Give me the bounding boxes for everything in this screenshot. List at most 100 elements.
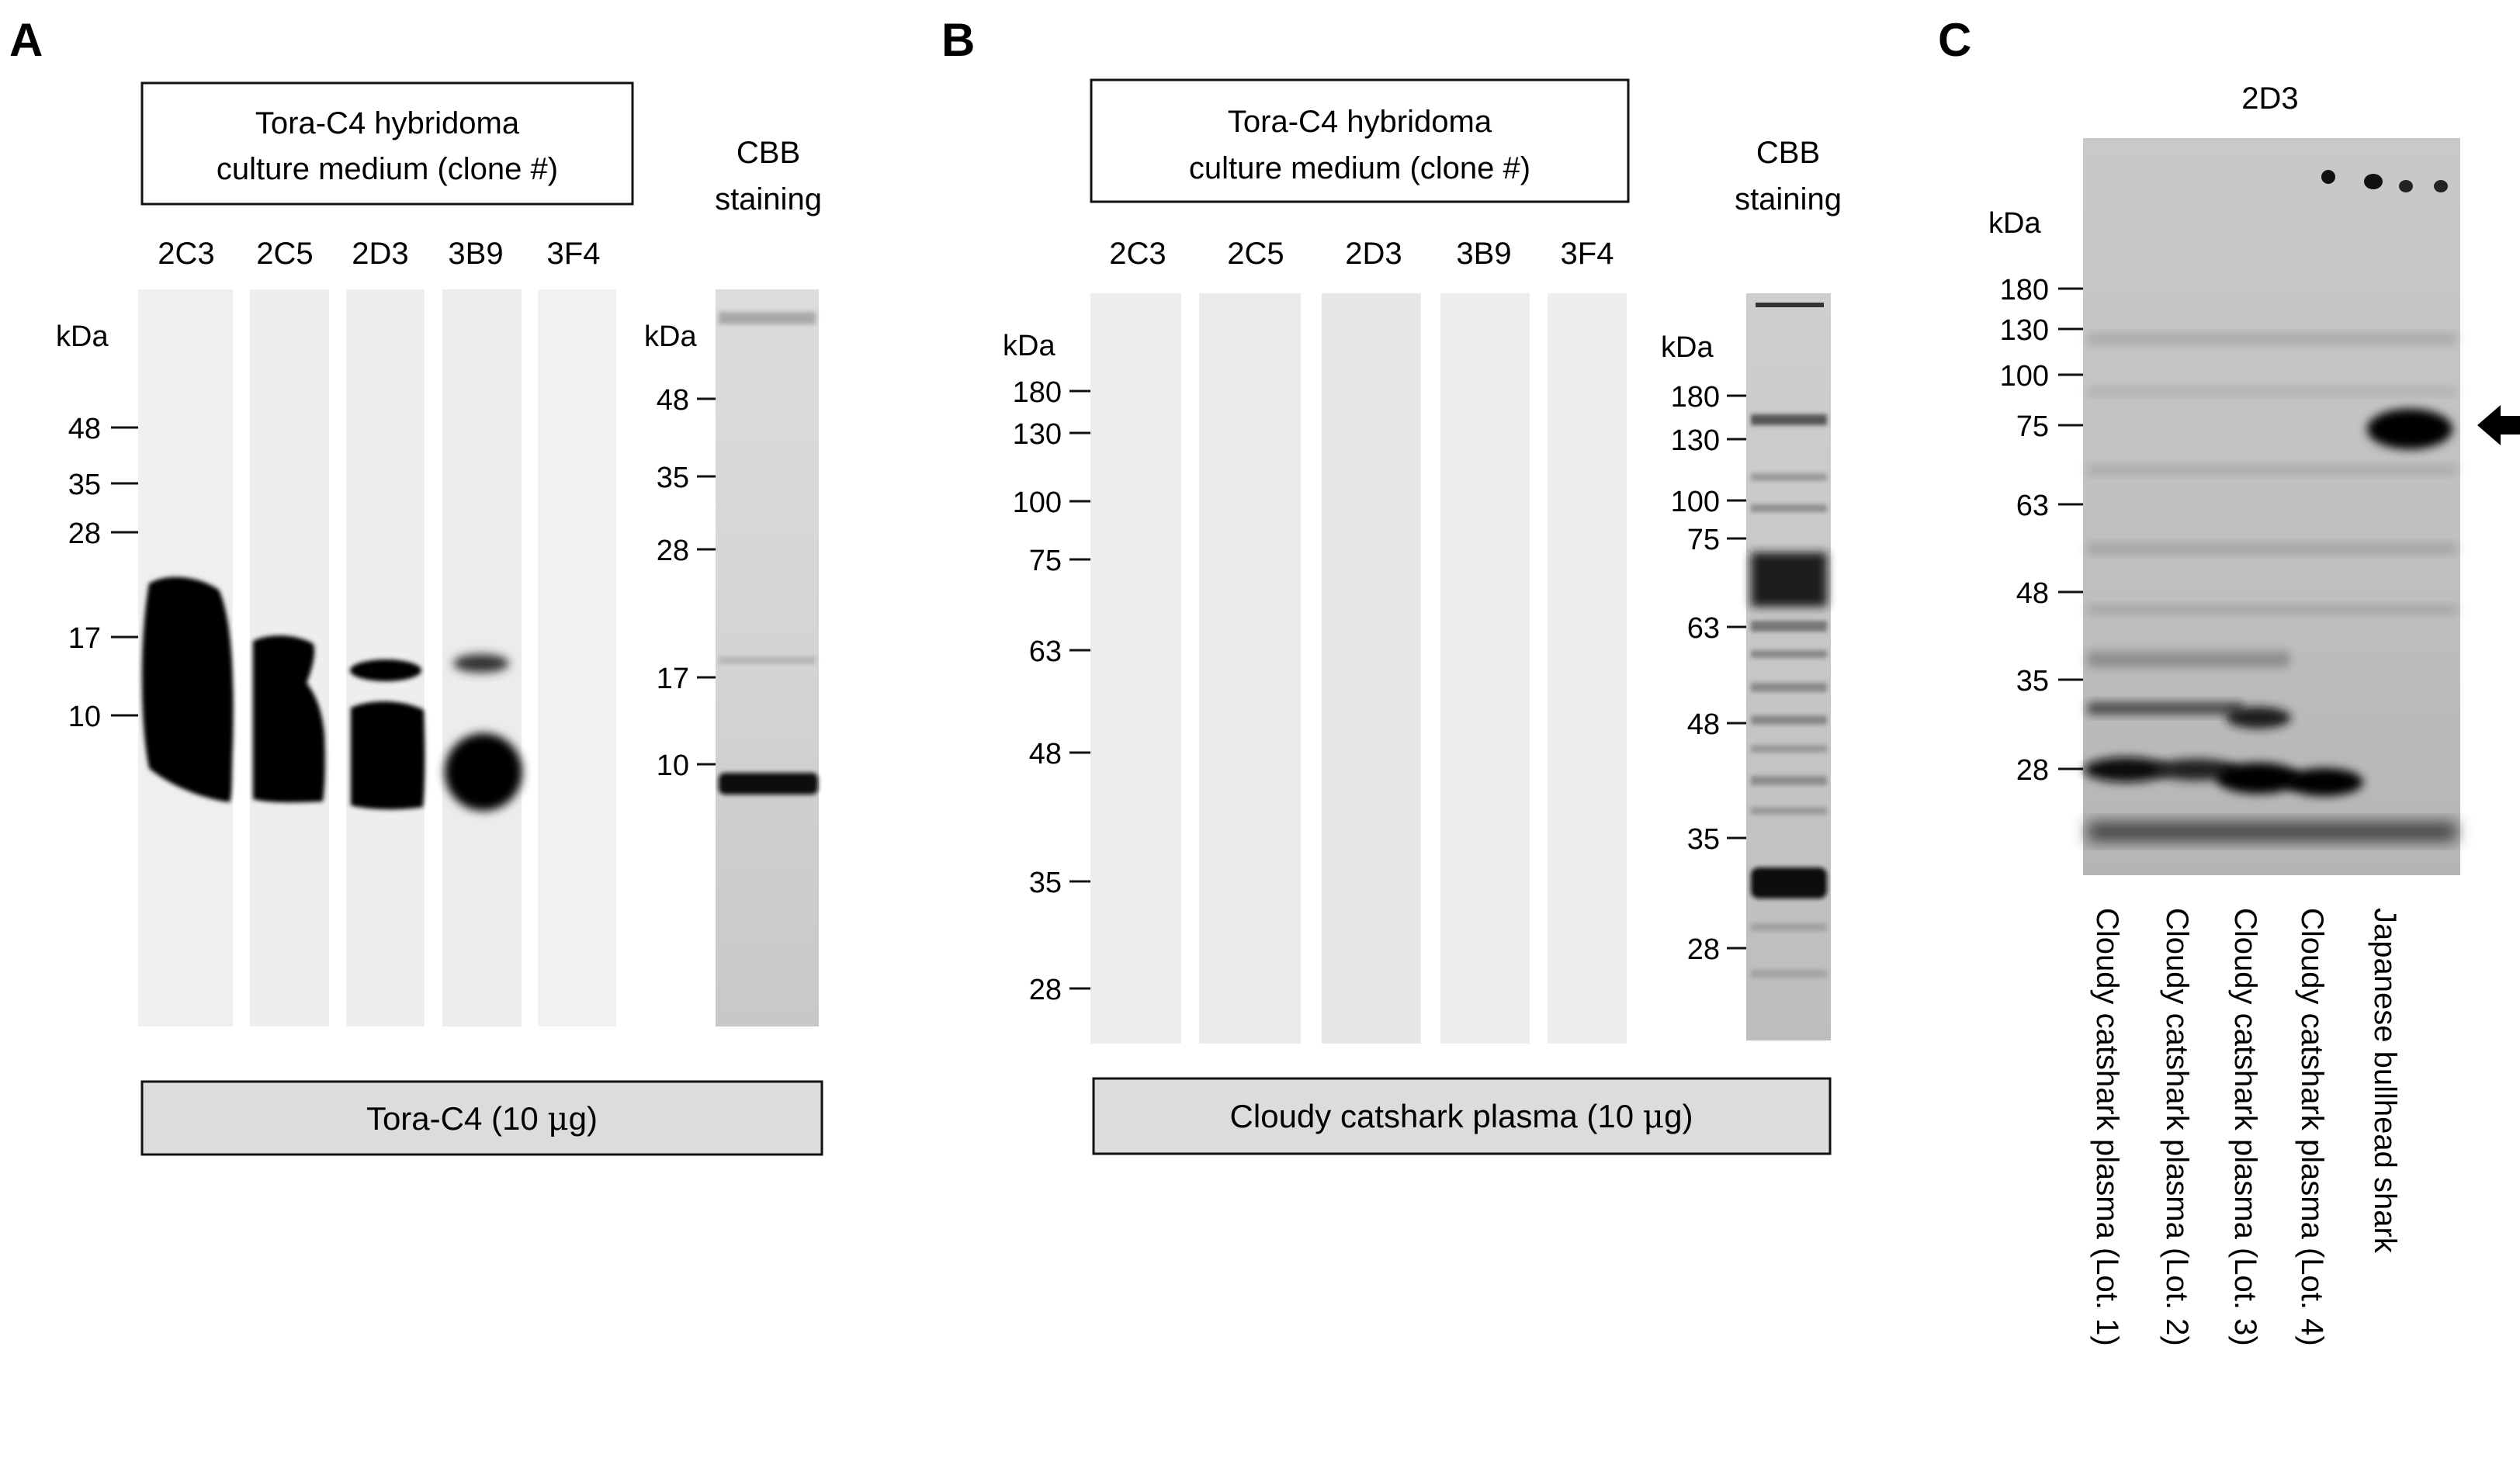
panel-c-marker-label: 75 bbox=[2016, 410, 2049, 443]
panel-b-clone-label: 2D3 bbox=[1345, 237, 1402, 271]
panel-c: C 2D3 kDa 180 130 100 75 63 48 35 28 bbox=[1938, 14, 2520, 1346]
panel-a-band-2c3 bbox=[142, 576, 234, 802]
panel-b-cbb-marker-label: 180 bbox=[1671, 381, 1720, 414]
panel-a-band-2d3-lower bbox=[351, 701, 425, 810]
panel-b-cbb-marker-label: 75 bbox=[1687, 524, 1720, 556]
panel-b-marker-ticks bbox=[1069, 389, 1090, 990]
panel-c-marker-label: 48 bbox=[2016, 577, 2049, 610]
panel-a-cbb-marker-ticks bbox=[697, 397, 716, 766]
panel-a-bottom-label-box bbox=[140, 1080, 823, 1156]
panel-b-marker-label: 180 bbox=[1013, 376, 1062, 409]
panel-b-title-line2: culture medium (clone #) bbox=[1189, 151, 1530, 185]
panel-a-letter: A bbox=[9, 14, 43, 66]
panel-b-marker-label: 100 bbox=[1013, 486, 1062, 519]
panel-b-cbb-marker-label: 48 bbox=[1687, 708, 1720, 741]
panel-c-marker-label: 63 bbox=[2016, 490, 2049, 522]
panel-a-cbb-marker-label: 28 bbox=[657, 535, 689, 567]
panel-c-marker-label: 130 bbox=[2000, 314, 2049, 347]
panel-a-marker-label: 17 bbox=[68, 622, 101, 655]
panel-b-cbb-kda-label: kDa bbox=[1661, 331, 1714, 364]
panel-b-cbb-bands bbox=[1751, 303, 1827, 978]
panel-a-marker-ticks bbox=[111, 426, 138, 717]
panel-b-marker-label: 75 bbox=[1029, 545, 1062, 577]
panel-a-band-3b9-lower bbox=[445, 733, 522, 811]
panel-a-strip-3f4 bbox=[538, 289, 616, 1027]
panel-a-cbb-topband bbox=[719, 312, 816, 324]
panel-c-blot-texture bbox=[2088, 170, 2456, 715]
panel-b-cbb-marker-label: 130 bbox=[1671, 424, 1720, 457]
panel-a-kda-label: kDa bbox=[56, 320, 109, 353]
panel-c-letter: C bbox=[1938, 14, 1971, 66]
panel-a-marker-label: 48 bbox=[68, 413, 101, 445]
panel-c-marker-label: 35 bbox=[2016, 665, 2049, 698]
panel-b-strip-2c3 bbox=[1090, 293, 1181, 1044]
panel-a-clone-label: 2C3 bbox=[158, 237, 214, 271]
panel-a-strip-2d3 bbox=[346, 289, 425, 1027]
panel-a-clone-label: 2C5 bbox=[256, 237, 313, 271]
panel-a-band-3b9-upper bbox=[453, 654, 509, 673]
panel-c-band-bullhead bbox=[2367, 409, 2452, 449]
panel-a-bottom-label: Tora-C4 (10 μg) bbox=[366, 1099, 598, 1137]
panel-b-marker-label: 63 bbox=[1029, 635, 1062, 668]
panel-c-antibody-label: 2D3 bbox=[2241, 81, 2298, 116]
panel-a-cbb-title-line2: staining bbox=[715, 182, 822, 216]
panel-b-marker-label: 130 bbox=[1013, 418, 1062, 451]
arrow-icon bbox=[2477, 405, 2520, 445]
panel-c-kda-label: kDa bbox=[1988, 207, 2041, 240]
panel-c-band-lot3 bbox=[2216, 763, 2301, 794]
panel-b-clone-label: 3F4 bbox=[1561, 237, 1614, 271]
panel-b-marker-label: 35 bbox=[1029, 867, 1062, 899]
panel-a-band-2d3-upper bbox=[350, 660, 421, 681]
panel-b-clone-label: 2C5 bbox=[1227, 237, 1284, 271]
panel-b-marker-label: 48 bbox=[1029, 738, 1062, 770]
panel-b-strip-3b9 bbox=[1440, 293, 1530, 1044]
panel-a-title-line1: Tora-C4 hybridoma bbox=[255, 106, 520, 140]
panel-b-strip-2d3 bbox=[1322, 293, 1421, 1044]
panel-a-clone-label: 3B9 bbox=[448, 237, 503, 271]
panel-b-cbb-marker-label: 63 bbox=[1687, 612, 1720, 645]
panel-a-cbb-marker-label: 48 bbox=[657, 384, 689, 417]
panel-a-cbb-marker-label: 17 bbox=[657, 663, 689, 695]
panel-c-marker-label: 100 bbox=[2000, 360, 2049, 393]
panel-b-clone-label: 2C3 bbox=[1109, 237, 1166, 271]
panel-b: B Tora-C4 hybridoma culture medium (clon… bbox=[941, 14, 1842, 1155]
panel-c-lane-label: Cloudy catshark plasma (Lot. 4) bbox=[2295, 908, 2329, 1346]
panel-a-cbb-title-line1: CBB bbox=[737, 136, 800, 170]
panel-a: A Tora-C4 hybridoma culture medium (clon… bbox=[9, 14, 823, 1156]
panel-b-clone-label: 3B9 bbox=[1456, 237, 1511, 271]
panel-a-cbb-faint-band bbox=[719, 656, 816, 664]
panel-c-marker-label: 180 bbox=[2000, 274, 2049, 306]
panel-b-strip-3f4 bbox=[1548, 293, 1627, 1044]
panel-c-band-lot3-upper bbox=[2226, 707, 2291, 729]
panel-c-lane-label: Japanese bullhead shark bbox=[2368, 908, 2402, 1254]
panel-a-band-2c5 bbox=[253, 635, 325, 803]
panel-c-band-bottom bbox=[2088, 822, 2456, 841]
panel-a-cbb-main-band bbox=[719, 773, 818, 795]
panel-b-title-box bbox=[1090, 78, 1630, 203]
panel-a-title-line2: culture medium (clone #) bbox=[217, 152, 558, 186]
panel-b-bottom-label-box bbox=[1092, 1077, 1832, 1155]
panel-b-cbb-marker-label: 35 bbox=[1687, 823, 1720, 856]
panel-a-title-box bbox=[140, 81, 634, 206]
panel-a-clone-label: 3F4 bbox=[547, 237, 601, 271]
panel-b-marker-label: 28 bbox=[1029, 974, 1062, 1006]
panel-b-cbb-marker-label: 100 bbox=[1671, 486, 1720, 518]
panel-b-cbb-title-line2: staining bbox=[1735, 182, 1842, 216]
panel-b-cbb-title-line1: CBB bbox=[1756, 136, 1820, 170]
panel-b-title-line1: Tora-C4 hybridoma bbox=[1228, 105, 1492, 139]
panel-b-letter: B bbox=[941, 14, 975, 66]
panel-b-bottom-label: Cloudy catshark plasma (10 μg) bbox=[1230, 1097, 1693, 1135]
panel-c-marker-label: 28 bbox=[2016, 754, 2049, 787]
panel-a-cbb-marker-label: 10 bbox=[657, 750, 689, 782]
panel-b-cbb-marker-label: 28 bbox=[1687, 933, 1720, 966]
panel-c-lane-label: Cloudy catshark plasma (Lot. 3) bbox=[2228, 908, 2262, 1346]
panel-a-cbb-marker-label: 35 bbox=[657, 462, 689, 494]
panel-c-lane-label: Cloudy catshark plasma (Lot. 2) bbox=[2160, 908, 2194, 1346]
panel-c-lane-label: Cloudy catshark plasma (Lot. 1) bbox=[2090, 908, 2124, 1346]
panel-a-marker-label: 10 bbox=[68, 701, 101, 733]
panel-c-marker-ticks bbox=[2058, 287, 2083, 770]
panel-a-cbb-kda-label: kDa bbox=[644, 320, 697, 353]
panel-b-cbb-marker-ticks bbox=[1727, 394, 1746, 950]
panel-a-clone-label: 2D3 bbox=[352, 237, 408, 271]
